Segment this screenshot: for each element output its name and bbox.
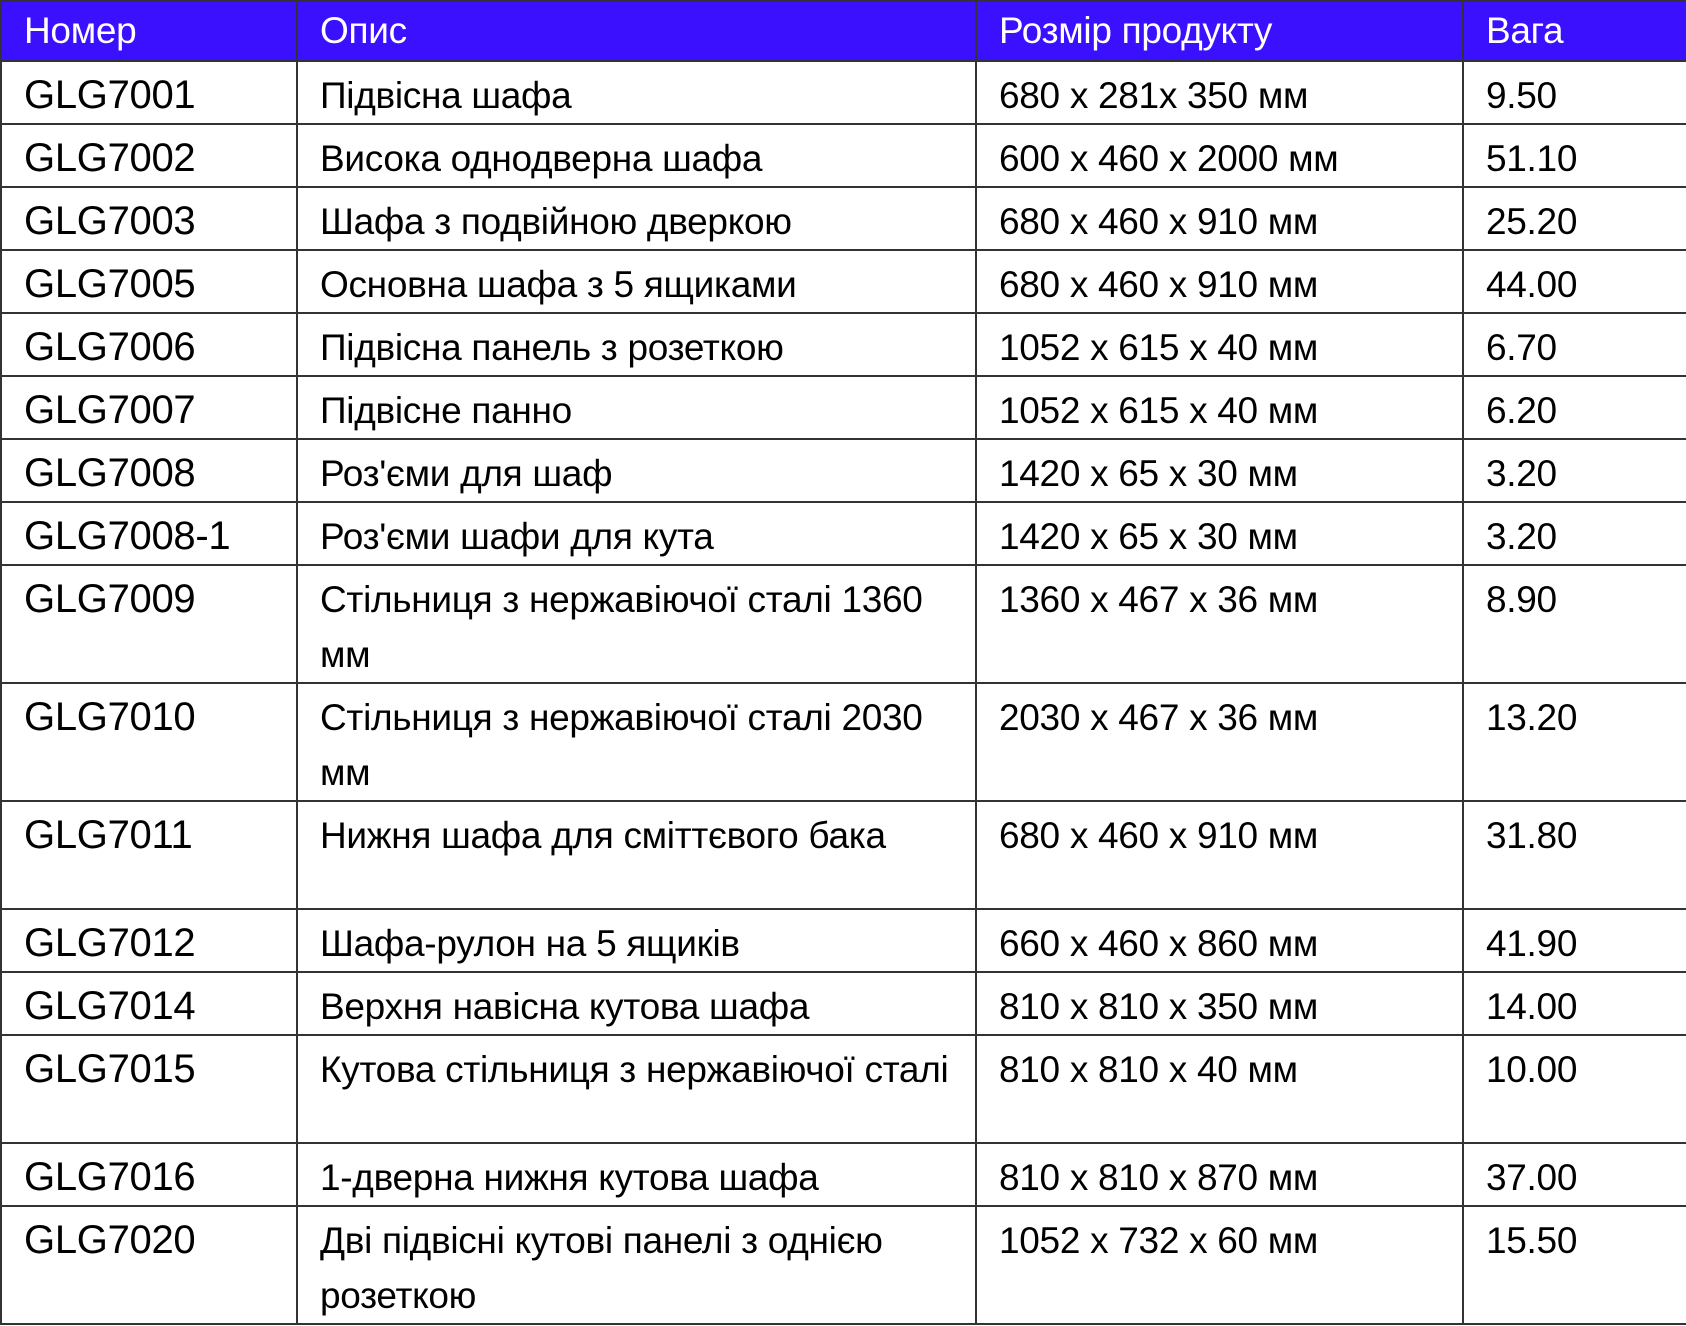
cell-weight: 37.00 (1462, 1142, 1686, 1207)
cell-size: 810 x 810 x 40 мм (975, 1034, 1464, 1144)
table-row: GLG7009 Стільниця з нержавіючої сталі 136… (0, 564, 1686, 684)
cell-weight: 3.20 (1462, 438, 1686, 503)
cell-weight: 9.50 (1462, 60, 1686, 125)
cell-number: GLG7008 (0, 438, 298, 503)
table-row: GLG7007 Підвісне панно 1052 x 615 x 40 мм 6… (0, 375, 1686, 440)
cell-number: GLG7008-1 (0, 501, 298, 566)
cell-number: GLG7007 (0, 375, 298, 440)
cell-size: 1420 x 65 x 30 мм (975, 501, 1464, 566)
cell-description: Підвісна панель з розеткою (296, 312, 977, 377)
table-row: GLG7001 Підвісна шафа 680 x 281x 350 мм 9.5… (0, 60, 1686, 125)
table-row: GLG7010 Стільниця з нержавіючої сталі 203… (0, 682, 1686, 802)
cell-size: 680 x 460 x 910 мм (975, 800, 1464, 910)
cell-weight: 44.00 (1462, 249, 1686, 314)
cell-number: GLG7020 (0, 1205, 298, 1325)
cell-number: GLG7014 (0, 971, 298, 1036)
table-row: GLG7008 Роз'єми для шаф 1420 x 65 x 30 мм 3… (0, 438, 1686, 503)
cell-size: 1052 x 615 x 40 мм (975, 375, 1464, 440)
cell-weight: 51.10 (1462, 123, 1686, 188)
cell-description: Нижня шафа для сміттєвого бака (296, 800, 977, 910)
cell-weight: 25.20 (1462, 186, 1686, 251)
cell-weight: 31.80 (1462, 800, 1686, 910)
cell-size: 600 x 460 x 2000 мм (975, 123, 1464, 188)
cell-weight: 13.20 (1462, 682, 1686, 802)
cell-number: GLG7010 (0, 682, 298, 802)
cell-weight: 8.90 (1462, 564, 1686, 684)
cell-weight: 10.00 (1462, 1034, 1686, 1144)
cell-size: 1052 x 615 x 40 мм (975, 312, 1464, 377)
cell-description: Висока однодверна шафа (296, 123, 977, 188)
cell-size: 660 x 460 x 860 мм (975, 908, 1464, 973)
cell-size: 1360 x 467 x 36 мм (975, 564, 1464, 684)
cell-description: Роз'єми для шаф (296, 438, 977, 503)
header-weight: Вага (1462, 0, 1686, 62)
table-row: GLG7006 Підвісна панель з розеткою 1052 x … (0, 312, 1686, 377)
cell-number: GLG7001 (0, 60, 298, 125)
cell-description: Роз'єми шафи для кута (296, 501, 977, 566)
cell-size: 810 x 810 x 350 мм (975, 971, 1464, 1036)
cell-size: 2030 x 467 x 36 мм (975, 682, 1464, 802)
cell-weight: 14.00 (1462, 971, 1686, 1036)
table-row: GLG7020 Дві підвісні кутові панелі з одні… (0, 1205, 1686, 1325)
table-row: GLG7011 Нижня шафа для сміттєвого бака 680… (0, 800, 1686, 910)
cell-number: GLG7005 (0, 249, 298, 314)
cell-size: 810 x 810 x 870 мм (975, 1142, 1464, 1207)
cell-description: Кутова стільниця з нержавіючої сталі (296, 1034, 977, 1144)
table-row: GLG7002 Висока однодверна шафа 600 x 460 x… (0, 123, 1686, 188)
cell-description: 1-дверна нижня кутова шафа (296, 1142, 977, 1207)
cell-size: 680 x 460 x 910 мм (975, 249, 1464, 314)
cell-number: GLG7015 (0, 1034, 298, 1144)
cell-description: Шафа з подвійною дверкою (296, 186, 977, 251)
cell-weight: 3.20 (1462, 501, 1686, 566)
cell-number: GLG7011 (0, 800, 298, 910)
cell-number: GLG7012 (0, 908, 298, 973)
table-row: GLG7015 Кутова стільниця з нержавіючої ст… (0, 1034, 1686, 1144)
table-row: GLG7008-1 Роз'єми шафи для кута 1420 x 65 … (0, 501, 1686, 566)
table-header-row: Номер Опис Розмір продукту Вага (0, 0, 1686, 62)
cell-number: GLG7016 (0, 1142, 298, 1207)
table-row: GLG7003 Шафа з подвійною дверкою 680 x 460… (0, 186, 1686, 251)
cell-description: Стільниця з нержавіючої сталі 2030 мм (296, 682, 977, 802)
cell-number: GLG7002 (0, 123, 298, 188)
cell-size: 680 x 281x 350 мм (975, 60, 1464, 125)
cell-number: GLG7006 (0, 312, 298, 377)
cell-weight: 41.90 (1462, 908, 1686, 973)
cell-description: Підвісне панно (296, 375, 977, 440)
cell-number: GLG7003 (0, 186, 298, 251)
table-row: GLG7014 Верхня навісна кутова шафа 810 x 8… (0, 971, 1686, 1036)
cell-weight: 15.50 (1462, 1205, 1686, 1325)
header-size: Розмір продукту (975, 0, 1464, 62)
table-row: GLG7016 1-дверна нижня кутова шафа 810 x 8… (0, 1142, 1686, 1207)
cell-weight: 6.70 (1462, 312, 1686, 377)
cell-weight: 6.20 (1462, 375, 1686, 440)
cell-number: GLG7009 (0, 564, 298, 684)
cell-description: Підвісна шафа (296, 60, 977, 125)
cell-description: Основна шафа з 5 ящиками (296, 249, 977, 314)
cell-description: Верхня навісна кутова шафа (296, 971, 977, 1036)
table-row: GLG7005 Основна шафа з 5 ящиками 680 x 460… (0, 249, 1686, 314)
cell-size: 680 x 460 x 910 мм (975, 186, 1464, 251)
cell-description: Шафа-рулон на 5 ящиків (296, 908, 977, 973)
cell-description: Дві підвісні кутові панелі з однією розе… (296, 1205, 977, 1325)
cell-size: 1052 x 732 x 60 мм (975, 1205, 1464, 1325)
table-row: GLG7012 Шафа-рулон на 5 ящиків 660 x 460 x… (0, 908, 1686, 973)
header-description: Опис (296, 0, 977, 62)
cell-description: Стільниця з нержавіючої сталі 1360 мм (296, 564, 977, 684)
cell-size: 1420 x 65 x 30 мм (975, 438, 1464, 503)
header-number: Номер (0, 0, 298, 62)
